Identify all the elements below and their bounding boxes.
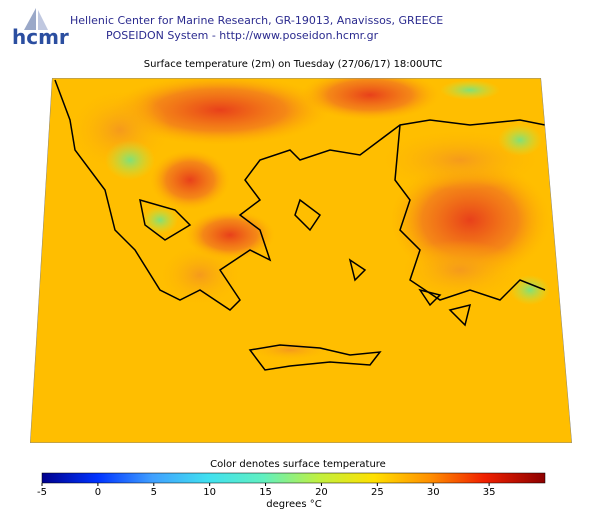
colorbar-ticks: -5 0 5 10 15 20 25 30 35 <box>37 483 495 498</box>
colorbar-unit: degrees °C <box>266 499 321 510</box>
colorbar-tick-label: 10 <box>203 487 216 498</box>
header-line: POSEIDON System - http://www.poseidon.hc… <box>106 29 379 42</box>
colorbar <box>41 472 546 484</box>
logo-text: hcmr <box>12 25 69 49</box>
colorbar-caption: Color denotes surface temperature <box>210 459 386 470</box>
logo: hcmr <box>12 8 69 49</box>
colorbar-tick-label: -5 <box>37 487 47 498</box>
header-line: Hellenic Center for Marine Research, GR-… <box>70 14 443 27</box>
colorbar-tick-label: 20 <box>315 487 328 498</box>
colorbar-tick-label: 5 <box>151 487 157 498</box>
colorbar-tick-label: 15 <box>259 487 272 498</box>
colorbar-tick-label: 0 <box>95 487 101 498</box>
map <box>30 78 572 443</box>
colorbar-tick-label: 35 <box>483 487 496 498</box>
colorbar-tick-label: 25 <box>371 487 384 498</box>
map-title: Surface temperature (2m) on Tuesday (27/… <box>144 59 442 70</box>
colorbar-tick-label: 30 <box>427 487 440 498</box>
